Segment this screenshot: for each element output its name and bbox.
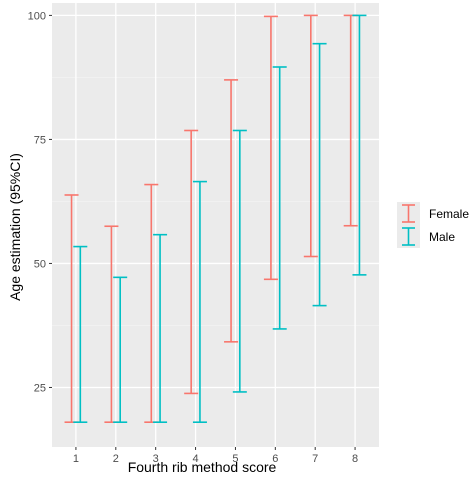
error-bars [64, 14, 367, 423]
error-bar-male [153, 233, 168, 423]
legend-label: Male [429, 230, 455, 244]
error-bar-female [263, 15, 278, 281]
error-bar-female [224, 79, 239, 343]
y-tick-label: 50 [34, 258, 46, 270]
y-tick-label: 100 [28, 10, 46, 22]
grid-minor [52, 77, 379, 326]
x-tick-label: 3 [153, 453, 159, 465]
legend: Female Male [397, 202, 469, 248]
x-tick-label: 5 [232, 453, 238, 465]
plot-panel [52, 3, 379, 447]
legend-label: Female [429, 207, 469, 221]
legend-item-male: Male [397, 225, 455, 248]
x-axis: 1 2 3 4 5 6 7 8 [73, 447, 358, 465]
error-bar-female [303, 14, 318, 258]
x-axis-title: Fourth rib method score [128, 459, 277, 475]
error-bar-male [192, 180, 207, 423]
error-bar-male [312, 42, 327, 307]
x-tick-label: 2 [113, 453, 119, 465]
y-axis: 25 50 75 100 [28, 10, 52, 394]
x-tick-label: 6 [272, 453, 278, 465]
x-tick-label: 7 [312, 453, 318, 465]
y-tick-label: 25 [34, 382, 46, 394]
error-bar-female [184, 129, 199, 395]
error-bar-male [73, 245, 88, 423]
x-tick-label: 1 [73, 453, 79, 465]
legend-item-female: Female [397, 202, 469, 225]
x-tick-label: 4 [192, 453, 198, 465]
error-bar-male [272, 66, 287, 330]
y-tick-label: 75 [34, 134, 46, 146]
error-bar-male [113, 276, 128, 423]
error-bar-male [232, 129, 247, 393]
x-tick-label: 8 [352, 453, 358, 465]
error-bar-male [352, 14, 367, 276]
y-axis-title: Age estimation (95%CI) [7, 153, 23, 301]
grid-major [52, 3, 379, 447]
